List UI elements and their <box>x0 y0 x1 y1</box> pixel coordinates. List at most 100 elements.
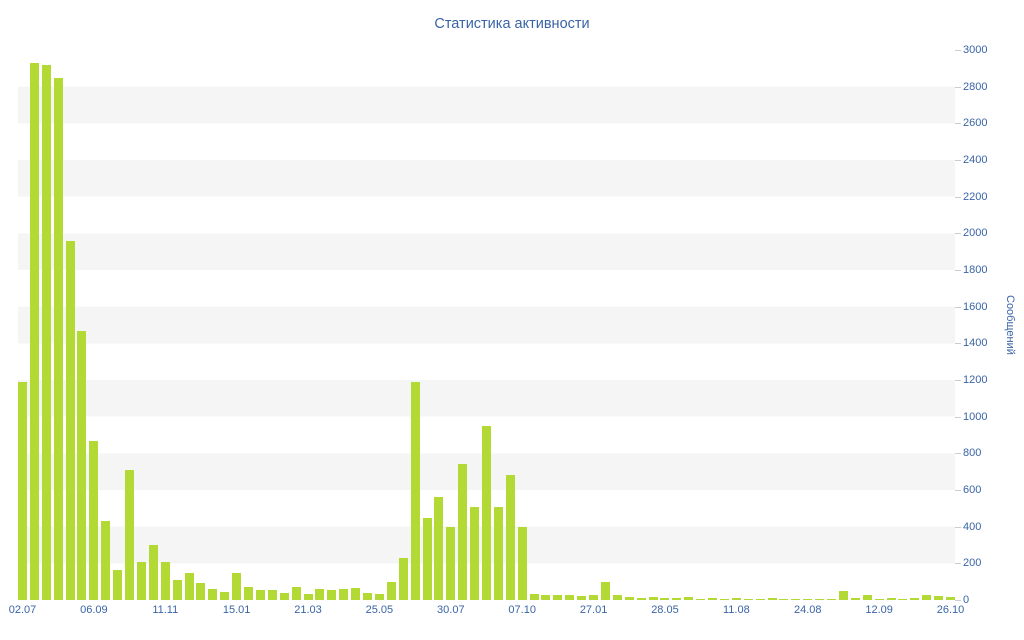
bar <box>922 595 932 600</box>
y-axis-tick-label: 1600 <box>963 300 988 313</box>
x-axis-tick-label: 26.10 <box>936 604 965 616</box>
y-axis-tick-label: 0 <box>963 594 970 606</box>
bar <box>493 506 503 600</box>
chart-title: Статистика активности <box>434 16 590 32</box>
bar <box>446 526 456 600</box>
bar <box>220 591 230 600</box>
x-axis-tick-label: 07.10 <box>508 604 536 616</box>
bar <box>148 545 158 600</box>
bar <box>422 517 432 600</box>
bar <box>874 599 884 600</box>
y-axis-tick-label: 2400 <box>963 154 988 166</box>
y-axis-tickmark <box>955 526 961 528</box>
bar <box>529 593 539 600</box>
bar <box>410 381 420 600</box>
bar <box>636 598 646 600</box>
bar <box>172 579 182 600</box>
y-axis-tickmark <box>955 600 961 601</box>
bar <box>791 599 801 600</box>
bar <box>660 598 670 600</box>
bar <box>386 581 396 600</box>
bar <box>434 497 444 600</box>
bar <box>482 425 491 600</box>
bar <box>827 599 837 600</box>
bar <box>18 381 27 600</box>
bar <box>838 590 848 600</box>
bar <box>815 599 825 600</box>
bar <box>600 581 610 600</box>
y-axis-tick-label: 3000 <box>963 44 988 56</box>
x-axis-tick-label: 30.07 <box>437 604 465 616</box>
bar <box>910 598 920 600</box>
y-axis-tickmark <box>955 416 961 418</box>
bar <box>755 599 765 600</box>
x-axis-tick-label: 15.01 <box>222 604 251 616</box>
bar <box>779 599 789 600</box>
bar <box>327 589 337 600</box>
bar <box>291 587 301 600</box>
bar <box>803 599 813 600</box>
bar <box>303 593 313 600</box>
bar <box>363 592 373 600</box>
y-axis-tickmark <box>955 453 961 455</box>
y-axis-tick-label: 1800 <box>963 264 988 276</box>
x-axis-tick-label: 28.05 <box>651 604 679 616</box>
x-axis-tick-label: 25.05 <box>365 604 394 616</box>
bar <box>65 240 75 600</box>
y-axis-tickmark <box>955 380 961 381</box>
bar <box>398 557 408 600</box>
bar <box>89 440 99 600</box>
bar <box>267 589 277 600</box>
y-axis-tickmark <box>955 86 961 88</box>
bar <box>77 330 87 600</box>
bar <box>160 561 170 600</box>
y-axis-tickmark <box>955 233 961 235</box>
plot-area <box>18 50 955 600</box>
y-axis-tickmark <box>955 50 961 51</box>
bar <box>719 599 729 600</box>
bar <box>624 597 634 600</box>
bar <box>458 464 468 600</box>
bar <box>255 589 265 600</box>
bar <box>862 595 872 600</box>
y-axis-tickmark <box>955 306 961 308</box>
bar <box>934 596 944 600</box>
x-axis-tick-label: 06.09 <box>80 604 108 616</box>
bar <box>648 597 658 600</box>
y-axis-tickmark <box>955 123 961 125</box>
bar <box>136 561 146 600</box>
bar <box>374 593 384 600</box>
bar <box>101 521 111 600</box>
x-axis-tick-label: 11.11 <box>152 604 179 616</box>
bar <box>244 587 254 600</box>
bar <box>684 597 694 600</box>
bar <box>184 572 194 600</box>
bar <box>113 569 123 600</box>
y-axis-tick-label: 2200 <box>963 190 988 203</box>
y-axis-title: Сообщений <box>1004 295 1016 355</box>
bar <box>589 595 599 600</box>
bar <box>517 526 527 600</box>
y-axis-tickmark <box>955 343 961 345</box>
y-axis-tick-label: 2000 <box>963 227 988 240</box>
bar <box>731 598 741 600</box>
bar <box>565 595 575 600</box>
bar <box>208 589 218 600</box>
bar <box>743 599 753 600</box>
y-axis-tickmark <box>955 270 961 271</box>
y-axis-tick-label: 2800 <box>963 80 988 93</box>
bar <box>672 598 682 600</box>
y-axis-tick-label: 1400 <box>963 337 988 350</box>
y-axis-tick-label: 600 <box>963 484 982 496</box>
bar <box>553 594 563 600</box>
bar <box>898 599 908 600</box>
bar <box>315 589 325 600</box>
bar <box>612 594 622 600</box>
bar <box>41 64 51 600</box>
bar <box>351 588 361 600</box>
x-axis-tick-label: 12.09 <box>865 604 893 616</box>
x-axis-tick-label: 27.01 <box>579 604 608 616</box>
y-axis-tick-label: 1200 <box>963 374 988 386</box>
y-axis-tick-label: 800 <box>963 447 982 460</box>
